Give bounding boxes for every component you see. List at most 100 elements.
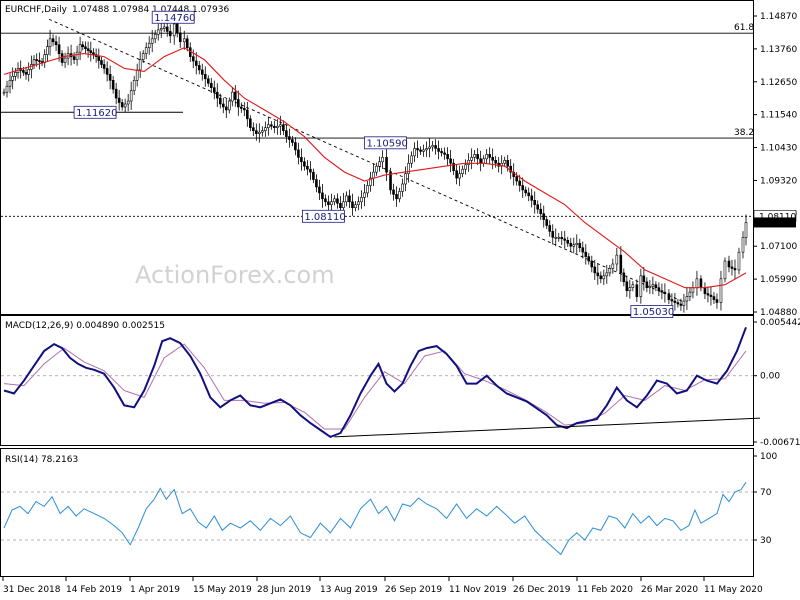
candle-body (428, 146, 431, 149)
candle-body (162, 26, 166, 29)
candle-body (261, 130, 264, 133)
candle-body (587, 256, 591, 262)
current-price-tag-label: 1.07936 (759, 218, 796, 228)
candle-body (539, 208, 543, 214)
candle-body (375, 165, 378, 173)
candle-body (159, 28, 163, 31)
candle-body (327, 201, 330, 206)
candle-body (628, 287, 632, 291)
candle-body (395, 194, 398, 200)
candle-body (182, 38, 186, 43)
price-annotation-box (364, 136, 407, 150)
candle-body (141, 53, 145, 60)
candle-body (240, 106, 243, 109)
candle-body (551, 231, 555, 238)
candle-body (695, 278, 699, 289)
price-y-tick-label: 1.07100 (760, 242, 797, 252)
macd-y-tick-label: 0.005442 (760, 318, 800, 328)
candle-body (639, 275, 643, 297)
candle-body (699, 278, 703, 289)
candle-body (342, 201, 345, 209)
candle-body (619, 254, 623, 274)
candle-body (209, 82, 213, 89)
candle-body (92, 52, 95, 55)
candle-body (563, 238, 567, 241)
candle-body (635, 284, 639, 297)
candle-body (608, 268, 612, 274)
candle-body (252, 127, 255, 131)
macd-line (3, 326, 747, 439)
candle-body (685, 296, 689, 302)
candle-body (401, 183, 404, 192)
candle-body (84, 46, 87, 49)
candle-body (270, 124, 273, 127)
x-tick-label: 15 May 2019 (193, 585, 252, 595)
candle-body (185, 38, 189, 49)
candle-body (129, 90, 133, 102)
candle-body (309, 168, 312, 173)
candle-body (27, 69, 30, 75)
candle-body (521, 185, 524, 191)
candle-body (206, 78, 210, 84)
candle-body (737, 251, 741, 271)
candle-body (200, 69, 204, 75)
candle-body (57, 44, 61, 54)
candle-body (168, 31, 172, 37)
rsi-line (3, 481, 747, 556)
candle-body (512, 171, 515, 177)
price-trendline (48, 18, 686, 303)
candle-body (48, 38, 52, 48)
candle-body (246, 109, 249, 120)
candle-body (584, 251, 588, 257)
candle-body (165, 26, 169, 32)
candle-body (215, 91, 219, 99)
candle-body (413, 148, 416, 157)
candle-body (285, 130, 288, 137)
candle-body (569, 242, 573, 247)
x-tick-label: 31 Dec 2018 (3, 585, 61, 595)
current-price-tag (754, 217, 796, 228)
candle-body (218, 97, 222, 105)
candle-body (249, 118, 252, 129)
candle-body (599, 275, 603, 280)
candle-body (273, 125, 276, 129)
candle-body (35, 59, 39, 61)
candle-body (422, 149, 425, 152)
price-annotation-box (302, 209, 345, 223)
candle-body (706, 293, 710, 296)
candle-body (345, 195, 348, 203)
candle-body (723, 260, 727, 280)
rsi-y-tick-label: 70 (760, 488, 772, 498)
x-tick-label: 11 Nov 2019 (449, 585, 507, 595)
candle-body (733, 268, 737, 271)
price-y-tick-label: 1.14870 (760, 12, 797, 22)
candle-body (410, 155, 413, 164)
price-annotation-label: 1.11620 (76, 108, 117, 119)
candle-body (560, 237, 564, 240)
candle-body (596, 272, 600, 277)
candle-body (557, 237, 561, 239)
candle-body (11, 76, 14, 81)
candle-body (144, 47, 148, 54)
candle-body (237, 99, 240, 108)
candle-body (255, 130, 258, 134)
price-plot: 1.14870 1.13760 1.12650 1.11540 1.10430 1.093… (1, 10, 797, 318)
candle-body (663, 291, 667, 294)
candle-body (321, 192, 324, 200)
price-annotation-label: 1.14760 (154, 13, 195, 24)
price-annotation-box (73, 105, 117, 119)
candle-body (458, 173, 461, 179)
candle-body (651, 284, 655, 287)
candle-body (536, 204, 540, 210)
candle-body (381, 157, 384, 163)
x-tick-label: 26 Dec 2019 (513, 585, 571, 595)
candle-body (712, 296, 716, 300)
x-tick-label: 11 Feb 2020 (577, 585, 633, 595)
candle-body (32, 59, 36, 65)
ohlc-close: 1.07936 (192, 5, 229, 15)
candle-body (339, 202, 342, 209)
candle-body (419, 149, 422, 152)
candle-body (443, 152, 446, 155)
candle-body (282, 124, 285, 131)
